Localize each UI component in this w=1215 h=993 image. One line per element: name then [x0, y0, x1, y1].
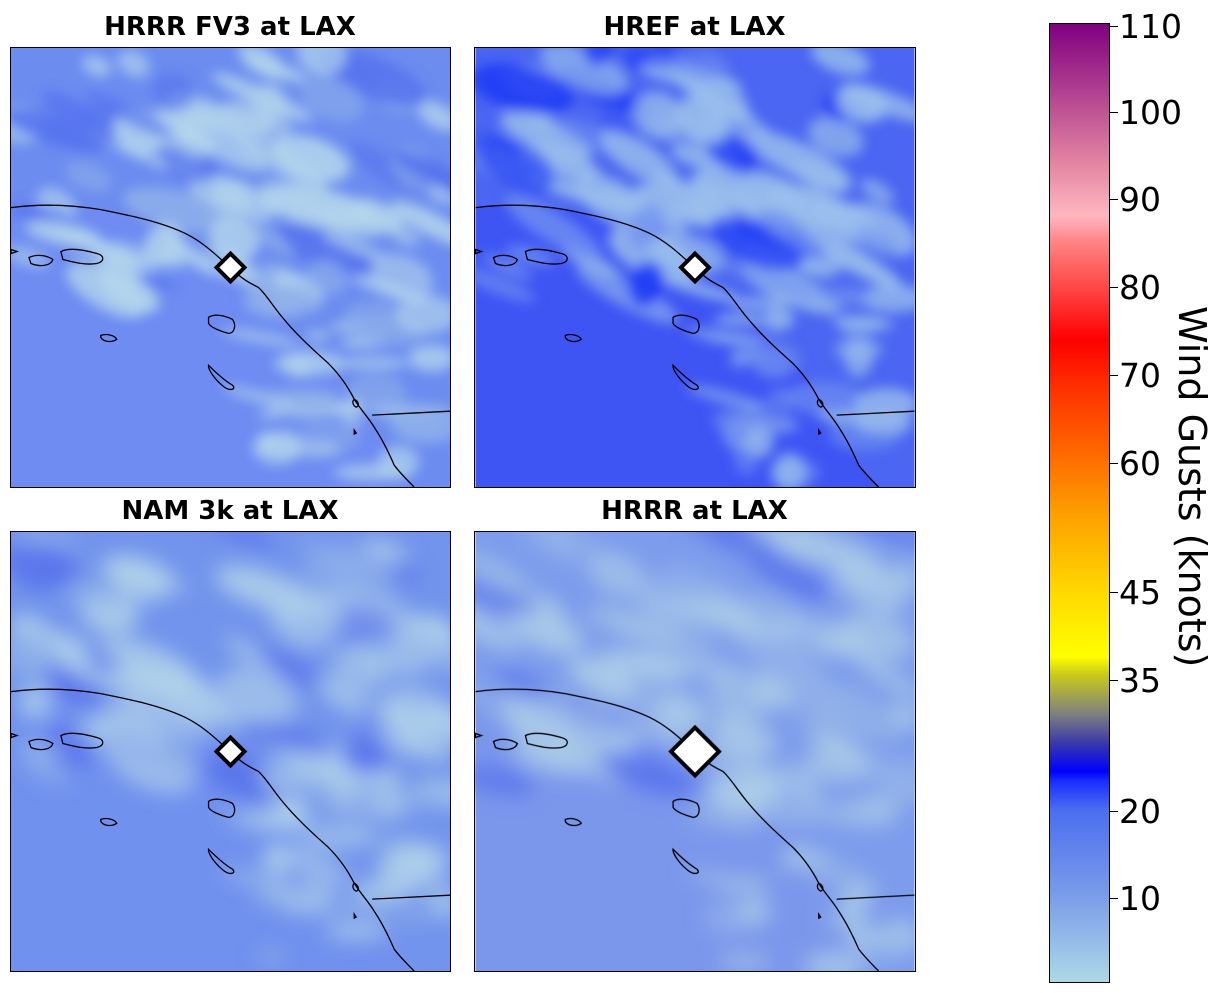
colorbar-tick-mark — [1110, 26, 1118, 27]
map-panel-href — [474, 47, 916, 488]
panel-title-nam-3k: NAM 3k at LAX — [121, 496, 339, 526]
colorbar-tick-label: 110 — [1119, 7, 1182, 46]
colorbar-tick-mark — [1110, 811, 1118, 812]
colorbar-tick-label: 10 — [1119, 879, 1161, 918]
colorbar-tick-mark — [1110, 375, 1118, 376]
wind-gust-map — [11, 48, 450, 487]
wind-gust-map — [475, 48, 915, 487]
colorbar-tick-mark — [1110, 287, 1118, 288]
colorbar-tick-mark — [1110, 112, 1118, 113]
wind-gust-map — [475, 532, 915, 971]
colorbar-tick-mark — [1110, 199, 1118, 200]
colorbar-tick-mark — [1110, 463, 1118, 464]
station-marker-icon — [213, 734, 248, 769]
colorbar-tick-mark — [1110, 898, 1118, 899]
colorbar-tick-mark — [1110, 680, 1118, 681]
station-marker-icon — [213, 250, 248, 285]
map-panel-hrrr-fv3 — [10, 47, 451, 488]
panel-title-hrrr-fv3: HRRR FV3 at LAX — [104, 12, 356, 42]
colorbar-tick-label: 20 — [1119, 792, 1161, 831]
colorbar-tick-label: 80 — [1119, 268, 1161, 307]
panel-title-href: HREF at LAX — [603, 12, 786, 42]
colorbar-tick-label: 60 — [1119, 444, 1161, 483]
station-marker-icon — [668, 724, 722, 779]
colorbar-tick-label: 45 — [1119, 573, 1161, 612]
panel-title-hrrr: HRRR at LAX — [601, 496, 788, 526]
colorbar-tick-label: 70 — [1119, 356, 1161, 395]
map-panel-nam-3k — [10, 531, 451, 972]
colorbar-label: Wind Gusts (knots) — [1170, 306, 1214, 668]
colorbar-tick-label: 90 — [1119, 180, 1161, 219]
station-marker-icon — [678, 250, 712, 285]
colorbar-tick-label: 35 — [1119, 661, 1161, 700]
colorbar — [1049, 23, 1110, 983]
colorbar-tick-label: 100 — [1119, 93, 1182, 132]
map-panel-hrrr — [474, 531, 916, 972]
wind-gust-map — [11, 532, 450, 971]
colorbar-tick-mark — [1110, 592, 1118, 593]
